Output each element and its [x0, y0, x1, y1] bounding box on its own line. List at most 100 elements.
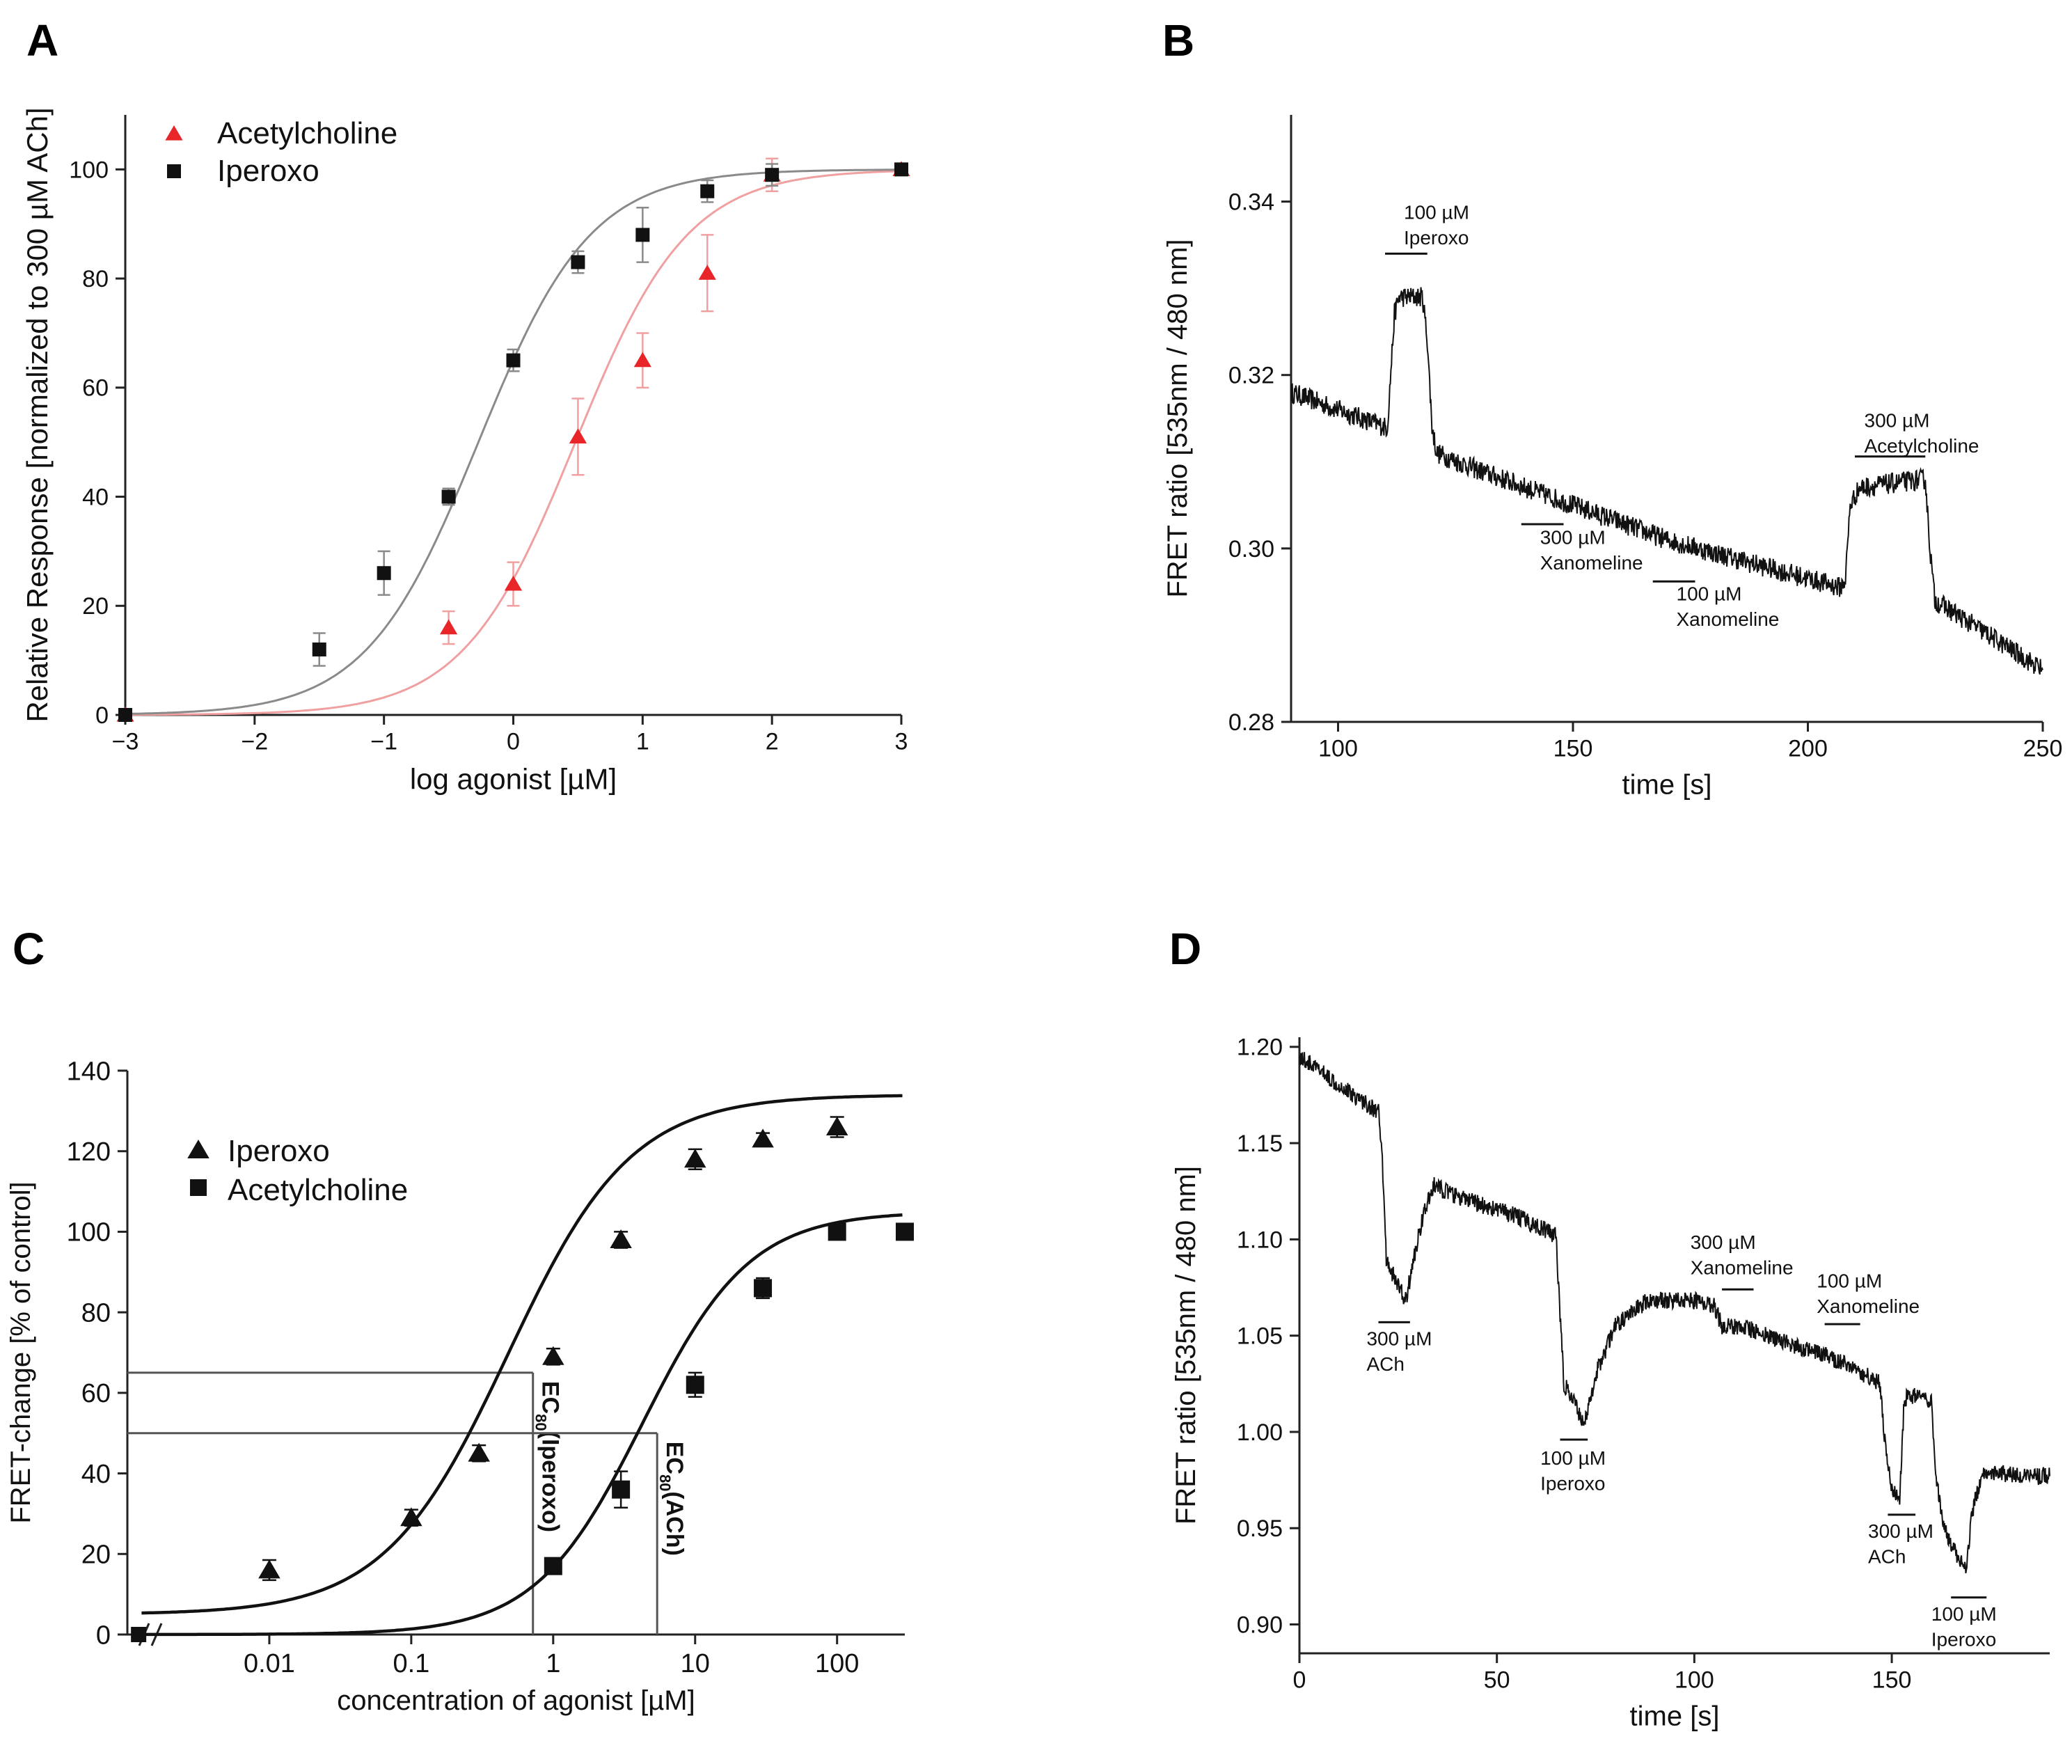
stimulus-label: 100 µM — [1404, 201, 1469, 223]
stimulus-label: Xanomeline — [1691, 1257, 1794, 1279]
stimulus-label: Iperoxo — [1404, 227, 1469, 249]
panel-c: 0.01 0.1 1 10 100 0 20 40 60 80 100 120 140 concentra… — [6, 1057, 914, 1716]
stimulus-label: 100 µM — [1817, 1270, 1882, 1292]
reference-line-label: EC80(Iperoxo) — [532, 1381, 564, 1532]
y-tick-label: 1.05 — [1237, 1323, 1283, 1350]
panel-label-c: C — [13, 924, 45, 974]
y-axis-label: FRET ratio [535nm / 480 nm] — [1171, 1166, 1201, 1525]
fit-curve-iperoxo — [141, 1094, 903, 1615]
stimulus-label: 100 µM — [1677, 583, 1742, 605]
legend-label-iperoxo: Iperoxo — [228, 1134, 330, 1168]
data-point-iperoxo — [571, 255, 585, 269]
data-point-iperoxo — [752, 1128, 774, 1148]
x-tick-label: 1 — [636, 729, 649, 755]
x-tick-label: 0.01 — [244, 1649, 295, 1678]
legend-marker-iperoxo — [187, 1140, 209, 1158]
stimulus-label: 100 µM — [1540, 1447, 1606, 1469]
y-tick-label: 1.00 — [1237, 1419, 1283, 1446]
reference-label-subscript: 80 — [656, 1474, 674, 1491]
data-point-acetylcholine — [504, 575, 523, 591]
y-tick-label: 1.10 — [1237, 1227, 1283, 1253]
x-tick-label: 10 — [681, 1649, 710, 1678]
y-tick-label: 60 — [82, 375, 109, 402]
x-tick-label: 3 — [895, 729, 908, 755]
stimulus-label: Xanomeline — [1677, 608, 1780, 630]
data-point-iperoxo — [635, 228, 650, 242]
panel-label-d: D — [1169, 924, 1201, 974]
y-tick-label: 1.20 — [1237, 1034, 1283, 1061]
y-tick-label: 0.30 — [1228, 536, 1274, 562]
y-tick-label: 40 — [81, 1460, 111, 1489]
x-tick-label: 0 — [507, 729, 520, 755]
fit-curve-acetylcholine — [141, 1213, 903, 1637]
stimulus-label: ACh — [1366, 1353, 1404, 1375]
y-tick-label: 100 — [69, 157, 109, 183]
stimulus-label: Acetylcholine — [1865, 435, 1979, 457]
data-point-iperoxo — [400, 1507, 422, 1527]
reference-label-rest: (Iperoxo) — [537, 1431, 564, 1532]
legend-marker-iperoxo — [167, 164, 181, 178]
y-axis-label: FRET ratio [535nm / 480 nm] — [1162, 239, 1193, 597]
reference-label-subscript: 80 — [532, 1414, 550, 1431]
panel-label-b: B — [1162, 15, 1194, 65]
y-tick-label: 0.95 — [1237, 1515, 1283, 1542]
data-point-iperoxo — [684, 1149, 706, 1168]
y-tick-label: 1.15 — [1237, 1131, 1283, 1157]
stimulus-label: 100 µM — [1931, 1603, 1997, 1625]
x-tick-label: 1 — [546, 1649, 560, 1678]
x-tick-label: 250 — [2023, 736, 2063, 762]
x-tick-label: −2 — [241, 729, 268, 755]
stimulus-label: Xanomeline — [1817, 1296, 1920, 1317]
x-axis-label: time [s] — [1630, 1701, 1720, 1732]
data-point-acetylcholine — [686, 1376, 704, 1394]
y-tick-label: 0.28 — [1228, 709, 1274, 736]
x-axis-label: log agonist [µM] — [410, 762, 617, 795]
data-point-iperoxo — [894, 162, 908, 177]
data-point-acetylcholine — [698, 265, 716, 280]
y-tick-label: 20 — [81, 1541, 111, 1570]
y-tick-label: 0 — [96, 1621, 111, 1650]
y-tick-label: 80 — [81, 1298, 111, 1328]
x-tick-label: 0 — [1293, 1667, 1306, 1694]
x-axis-label: concentration of agonist [µM] — [337, 1685, 695, 1716]
data-point-iperoxo — [468, 1442, 490, 1462]
y-tick-label: 40 — [82, 484, 109, 510]
y-tick-label: 0.34 — [1228, 189, 1274, 215]
reference-label-rest: (ACh) — [661, 1491, 688, 1556]
reference-label-main: EC — [661, 1442, 688, 1474]
stimulus-label: Xanomeline — [1540, 552, 1643, 574]
stimulus-label: Iperoxo — [1931, 1628, 1996, 1650]
panel-d: 0 50 100 150 0.90 0.95 1.00 1.05 1.10 1.15 1.20 tim… — [1171, 1034, 2050, 1732]
data-point-acetylcholine — [439, 619, 458, 635]
stimulus-label: 300 µM — [1691, 1231, 1756, 1253]
stimulus-label: Iperoxo — [1540, 1472, 1605, 1494]
y-tick-label: 0.90 — [1237, 1612, 1283, 1638]
legend-marker-acetylcholine — [190, 1179, 207, 1196]
data-point-iperoxo — [441, 489, 456, 504]
x-tick-label: 2 — [766, 729, 779, 755]
x-tick-label: 100 — [1318, 736, 1358, 762]
panel-a: −3 −2 −1 0 1 2 3 0 20 40 60 80 100 log agonist [µM] Re… — [21, 107, 910, 795]
reference-line-label: EC80(ACh) — [656, 1442, 688, 1556]
y-tick-label: 0 — [95, 702, 109, 729]
legend-label-iperoxo: Iperoxo — [217, 154, 319, 188]
data-point-iperoxo — [542, 1346, 564, 1365]
data-point-iperoxo — [312, 642, 326, 656]
x-axis-label: time [s] — [1622, 770, 1712, 801]
data-point-iperoxo — [258, 1559, 280, 1579]
stimulus-label: 300 µM — [1868, 1520, 1933, 1542]
y-tick-label: 80 — [82, 266, 109, 292]
y-axis-label: FRET-change [% of control] — [6, 1181, 36, 1523]
x-tick-label: 100 — [1675, 1667, 1714, 1694]
data-point-iperoxo — [610, 1229, 632, 1248]
data-point-acetylcholine — [569, 428, 587, 443]
data-point-iperoxo — [700, 184, 715, 198]
x-tick-label: 150 — [1553, 736, 1593, 762]
x-tick-label: 100 — [815, 1649, 859, 1678]
legend-marker-acetylcholine — [165, 125, 183, 141]
data-point-acetylcholine — [896, 1222, 914, 1241]
data-point-acetylcholine — [633, 352, 651, 368]
fret-trace — [1299, 1052, 2050, 1574]
x-tick-label: −1 — [370, 729, 397, 755]
